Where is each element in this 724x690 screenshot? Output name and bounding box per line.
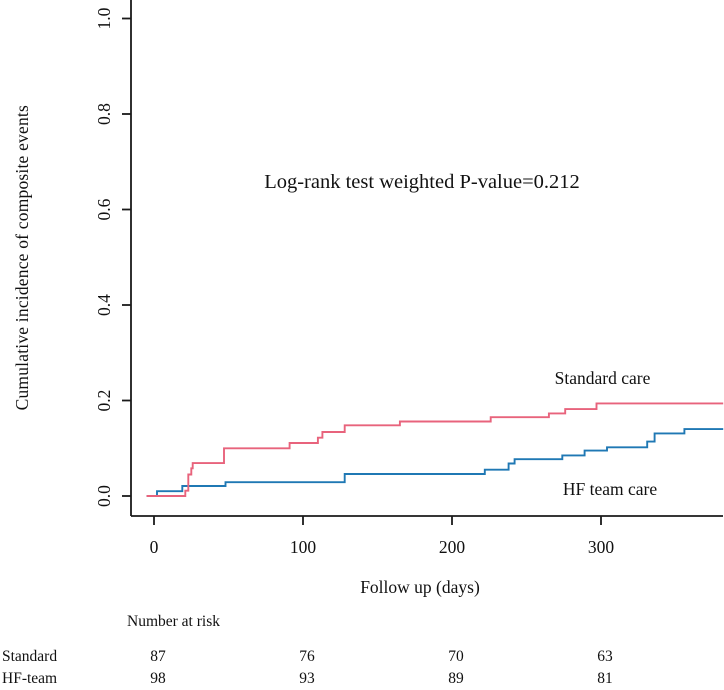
risk-row-label-standard: Standard <box>2 648 58 665</box>
x-tick-label: 300 <box>588 537 615 557</box>
risk-value: 93 <box>299 670 315 687</box>
risk-value: 87 <box>150 648 166 665</box>
y-tick-label: 0.0 <box>94 485 114 507</box>
standard-care-curve <box>146 402 724 497</box>
y-axis-title-wrap: Cumulative incidence of composite events <box>6 0 38 516</box>
x-tick-label: 200 <box>439 537 466 557</box>
pvalue-annotation: Log-rank test weighted P-value=0.212 <box>264 171 580 193</box>
risk-value: 70 <box>448 648 464 665</box>
y-tick-label: 0.4 <box>94 294 114 316</box>
hf-team-care-curve <box>146 428 724 497</box>
y-tick-label: 0.6 <box>94 198 114 220</box>
x-tick-label: 0 <box>150 537 159 557</box>
y-tick-label: 0.8 <box>94 103 114 125</box>
risk-value: 89 <box>448 670 464 687</box>
standard-care-curve-label: Standard care <box>554 368 651 388</box>
number-at-risk-title: Number at risk <box>127 613 220 630</box>
x-tick-label: 100 <box>290 537 317 557</box>
risk-value: 76 <box>299 648 315 665</box>
risk-row-label-hf-team: HF-team <box>2 670 58 687</box>
y-tick-label: 1.0 <box>94 7 114 29</box>
x-axis-title: Follow up (days) <box>360 577 480 597</box>
hf-team-care-curve-label: HF team care <box>562 479 658 499</box>
risk-value: 63 <box>597 648 613 665</box>
risk-value: 81 <box>597 670 613 687</box>
y-axis-title: Cumulative incidence of composite events <box>11 105 32 411</box>
y-tick-label: 0.2 <box>94 390 114 412</box>
risk-value: 98 <box>150 670 166 687</box>
